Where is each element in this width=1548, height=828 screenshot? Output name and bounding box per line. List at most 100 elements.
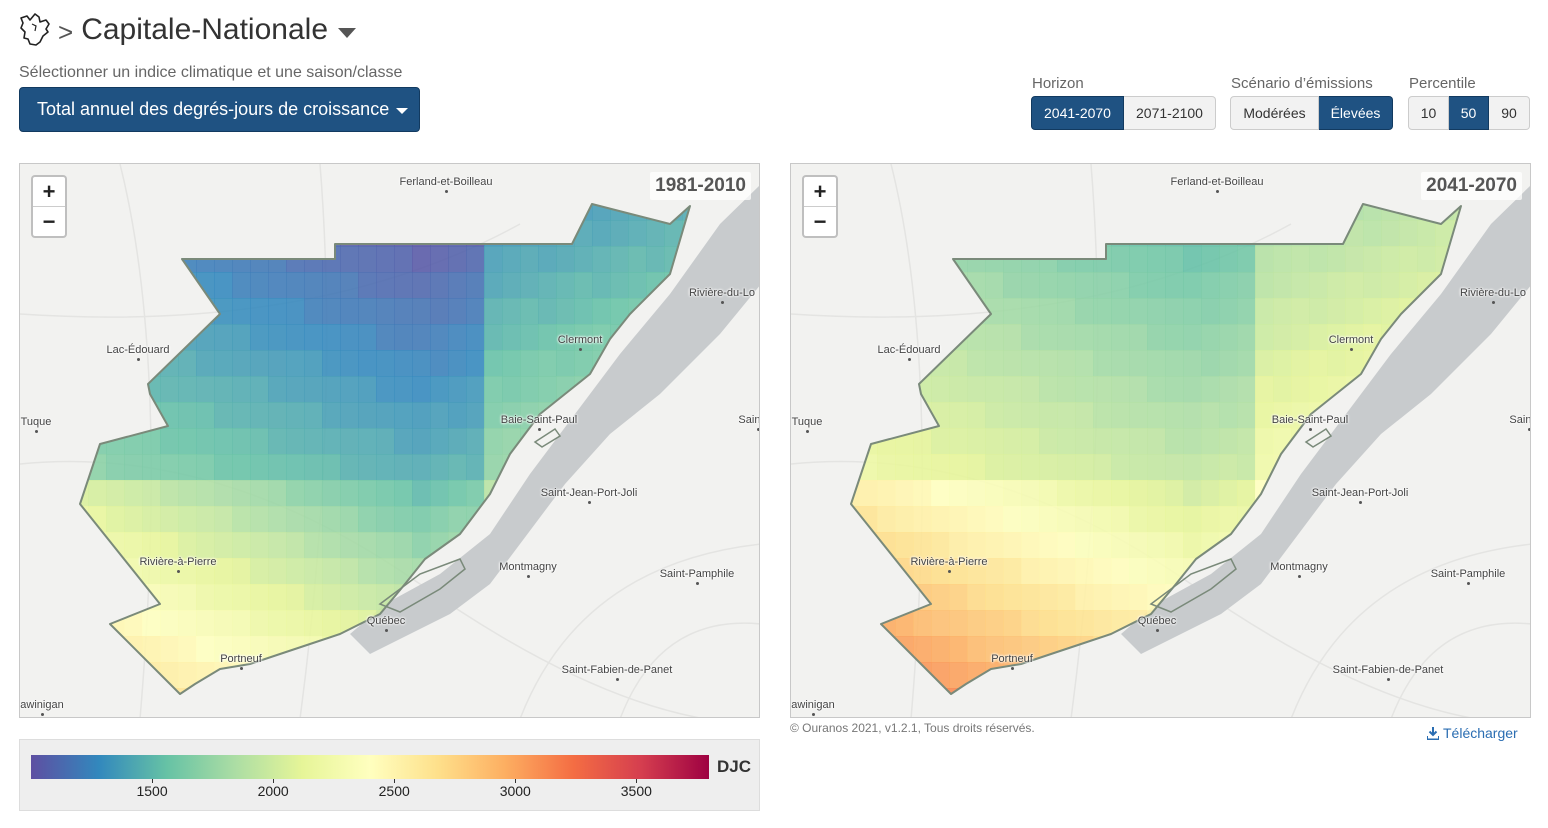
grid-cell (1255, 376, 1274, 403)
grid-cell (232, 532, 251, 559)
grid-cell (1489, 506, 1508, 533)
grid-cell (214, 204, 233, 221)
city-dot (806, 430, 809, 433)
grid-cell (1435, 454, 1454, 481)
city-label: Québec (1137, 615, 1177, 627)
grid-cell (394, 298, 413, 325)
grid-cell (376, 324, 395, 351)
grid-cell (1489, 584, 1508, 611)
city-label: awinigan (791, 699, 835, 711)
grid-cell (502, 584, 521, 611)
grid-cell (178, 506, 197, 533)
grid-cell (538, 220, 557, 247)
grid-cell (967, 376, 986, 403)
horizon-option-1[interactable]: 2041-2070 (1031, 96, 1124, 130)
map-projected[interactable]: + − 2041-2070 Ferland-et-Boilleau Rivière… (790, 163, 1531, 718)
horizon-option-2[interactable]: 2071-2100 (1124, 96, 1216, 130)
grid-cell (592, 220, 611, 247)
grid-cell (358, 558, 377, 585)
grid-cell (574, 506, 593, 533)
grid-cell (877, 610, 896, 637)
grid-cell (178, 480, 197, 507)
percentile-option-50[interactable]: 50 (1449, 96, 1489, 130)
grid-cell (610, 532, 629, 559)
scenario-option-moderate[interactable]: Modérées (1230, 96, 1319, 130)
grid-cell (574, 688, 593, 694)
quebec-map-icon[interactable] (18, 12, 52, 48)
grid-cell (1111, 532, 1130, 559)
grid-cell (1093, 298, 1112, 325)
grid-cell (250, 688, 269, 694)
map-historical[interactable]: + − 1981-2010 Ferland-et-Boilleau Rivière… (19, 163, 760, 718)
grid-cell (250, 298, 269, 325)
grid-cell (1237, 220, 1256, 247)
grid-cell (448, 402, 467, 429)
zoom-in-button[interactable]: + (813, 178, 827, 204)
grid-cell (1183, 506, 1202, 533)
chevron-down-icon[interactable] (338, 28, 356, 38)
grid-cell (196, 558, 215, 585)
zoom-in-button[interactable]: + (42, 178, 56, 204)
grid-cell (268, 204, 287, 221)
grid-cell (646, 688, 665, 694)
grid-cell (1381, 204, 1400, 221)
city-dot (1298, 575, 1301, 578)
grid-cell (250, 662, 269, 689)
grid-cell (646, 610, 665, 637)
grid-cell (1219, 246, 1238, 273)
grid-cell (1147, 506, 1166, 533)
grid-cell (196, 350, 215, 377)
scenario-option-high[interactable]: Élevées (1319, 96, 1393, 130)
grid-cell (88, 376, 107, 403)
grid-cell (304, 532, 323, 559)
grid-cell (1219, 662, 1238, 689)
zoom-out-button[interactable]: − (33, 206, 65, 236)
grid-cell (967, 480, 986, 507)
zoom-out-button[interactable]: − (804, 206, 836, 236)
download-link[interactable]: Télécharger (1427, 725, 1518, 741)
scenario-button-group: Modérées Élevées (1230, 96, 1393, 130)
grid-cell (178, 376, 197, 403)
grid-cell (1399, 454, 1418, 481)
grid-cell (232, 454, 251, 481)
grid-cell (592, 506, 611, 533)
grid-cell (851, 376, 860, 403)
grid-cell (376, 506, 395, 533)
city-dot (538, 428, 541, 431)
grid-cell (1345, 688, 1364, 694)
grid-cell (985, 376, 1004, 403)
grid-cell (700, 636, 719, 663)
grid-cell (985, 324, 1004, 351)
grid-cell (1273, 298, 1292, 325)
grid-cell (448, 204, 467, 221)
grid-cell (985, 454, 1004, 481)
grid-cell (851, 688, 860, 694)
grid-cell (1003, 506, 1022, 533)
grid-cell (877, 480, 896, 507)
grid-cell (1435, 610, 1454, 637)
grid-cell (1201, 376, 1220, 403)
grid-cell (304, 350, 323, 377)
grid-cell (178, 688, 197, 694)
grid-cell (1255, 324, 1274, 351)
grid-cell (322, 662, 341, 689)
grid-cell (1471, 584, 1490, 611)
grid-cell (1183, 532, 1202, 559)
grid-cell (394, 204, 413, 221)
grid-cell (1075, 454, 1094, 481)
grid-cell (895, 688, 914, 694)
grid-cell (1003, 532, 1022, 559)
grid-cell (1183, 480, 1202, 507)
grid-cell (646, 220, 665, 247)
grid-cell (1129, 480, 1148, 507)
grid-cell (106, 220, 125, 247)
index-selector-button[interactable]: Total annuel des degrés-jours de croissa… (19, 87, 420, 132)
color-legend: DJC 1500 2000 2500 3000 3500 (19, 739, 760, 811)
grid-cell (967, 428, 986, 455)
grid-cell (466, 272, 485, 299)
percentile-option-90[interactable]: 90 (1489, 96, 1530, 130)
percentile-option-10[interactable]: 10 (1408, 96, 1449, 130)
region-title[interactable]: Capitale-Nationale (81, 13, 328, 46)
grid-cell (1453, 662, 1461, 689)
grid-cell (430, 246, 449, 273)
